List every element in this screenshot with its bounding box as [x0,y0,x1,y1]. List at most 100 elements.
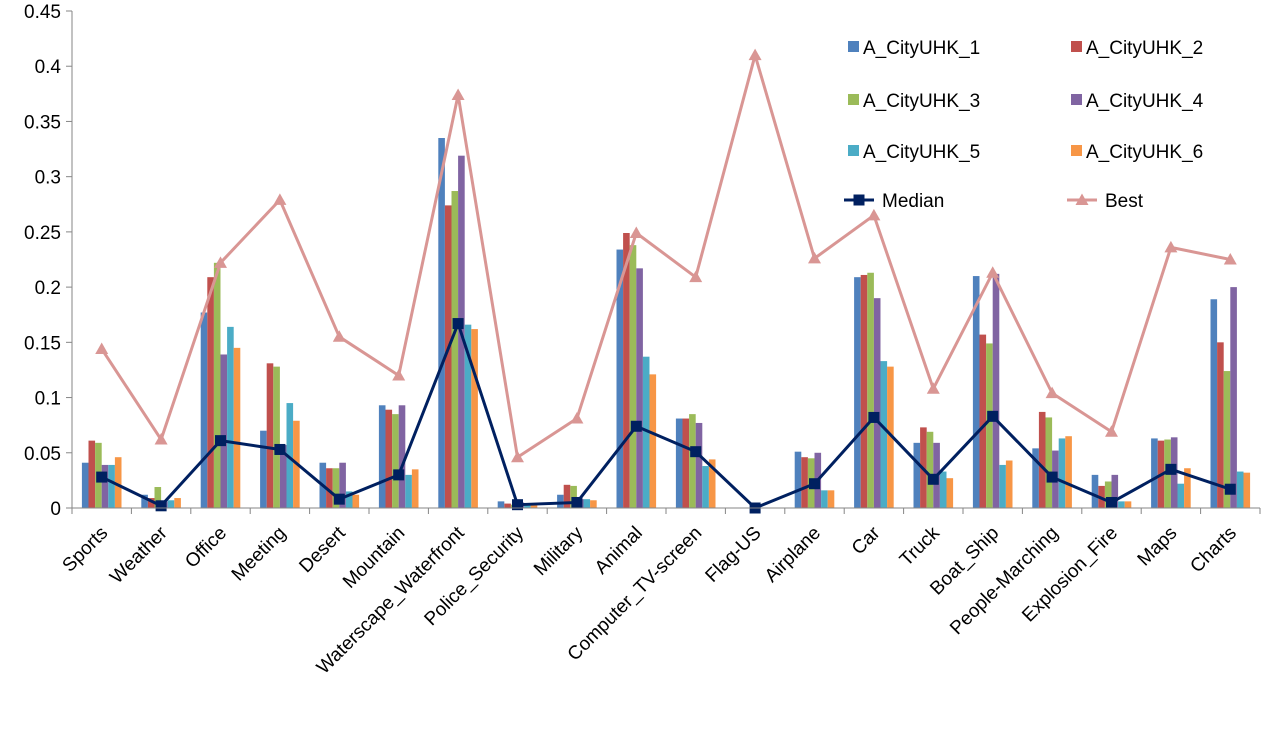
bar [913,442,921,508]
category-label: Charts [1186,523,1240,577]
bar [266,363,274,508]
bar [867,272,874,508]
legend-item: A_CityUHK_4 [1071,91,1204,112]
legend-label: A_CityUHK_4 [1086,91,1204,112]
bar [1151,438,1158,508]
point-marker [629,226,643,238]
bar [590,500,597,508]
legend-item: Best [1067,191,1144,212]
legend-swatch [848,145,859,156]
point-marker [570,412,584,424]
legend-label: A_CityUHK_6 [1086,142,1203,163]
category-label: Airplane [761,523,825,587]
point-marker [95,342,109,354]
bar [438,138,445,508]
y-tick-label: 0.1 [35,389,61,410]
y-tick-label: 0.4 [35,57,62,78]
point-marker [511,450,524,463]
bar [504,503,511,508]
bar [1124,501,1132,508]
point-marker [808,251,821,264]
point-marker [155,500,167,512]
bar [1223,371,1231,508]
legend-label: A_CityUHK_5 [863,142,980,163]
bar [583,499,591,508]
bar [629,245,637,509]
legend-marker [1075,193,1089,205]
bar [1243,472,1251,508]
bar [213,262,221,508]
legend-item: A_CityUHK_2 [1071,38,1203,59]
bar [642,356,650,508]
point-marker [1046,471,1058,483]
bar [999,464,1006,508]
category-label: Office [181,523,231,573]
bar [557,494,564,508]
bar [114,457,122,508]
bar [101,464,109,508]
point-marker [1223,253,1237,265]
bar [444,205,452,509]
bar [616,249,624,508]
lines-layer [95,48,1237,514]
bar [1065,436,1072,508]
bar [451,191,459,508]
bar [623,232,630,508]
bar [141,494,148,508]
point-marker [392,368,406,381]
category-label: Military [530,522,588,580]
category-label: Sports [59,523,113,577]
bar [1111,474,1119,508]
bar [1230,287,1237,508]
point-marker [452,318,464,330]
bar [887,366,894,508]
bar [392,414,399,508]
legend-item: A_CityUHK_1 [848,38,980,59]
bar [200,312,208,508]
point-marker [1165,463,1177,475]
y-tick-label: 0.05 [24,444,61,465]
bar [1045,417,1053,508]
bar [1038,411,1046,508]
bar [636,268,643,508]
bar [154,487,162,508]
point-marker [571,496,583,508]
bar [108,464,115,508]
bar [398,405,406,508]
point-marker [154,433,168,445]
legend-swatch [1071,145,1082,156]
point-marker [393,469,405,481]
y-tick-label: 0.35 [24,112,61,133]
bar [695,422,703,508]
category-label: Meeting [228,523,291,586]
bar [708,459,716,508]
point-marker [868,411,880,423]
legend-swatch [1071,41,1082,52]
bar [1236,471,1244,508]
bar [860,274,868,508]
legend-item: A_CityUHK_3 [848,91,980,112]
bar [794,451,802,508]
category-label: People-Marching [946,523,1062,639]
point-marker [987,410,999,422]
bar [1005,460,1013,508]
bar [273,366,280,508]
y-tick-label: 0.15 [24,333,61,354]
bar [464,324,472,508]
point-marker [96,471,108,483]
bar [352,494,360,508]
category-label: Car [848,522,885,559]
y-tick-label: 0.25 [24,223,61,244]
bar [570,485,577,508]
bar [801,457,808,508]
bar [260,430,267,508]
bar [880,361,888,508]
bar [174,498,181,508]
bar [1118,501,1125,508]
bar [279,445,287,508]
point-marker [690,446,702,458]
category-label: Flag-US [702,523,766,587]
bar [1217,342,1224,508]
bar [1091,474,1099,508]
bar [88,440,96,508]
